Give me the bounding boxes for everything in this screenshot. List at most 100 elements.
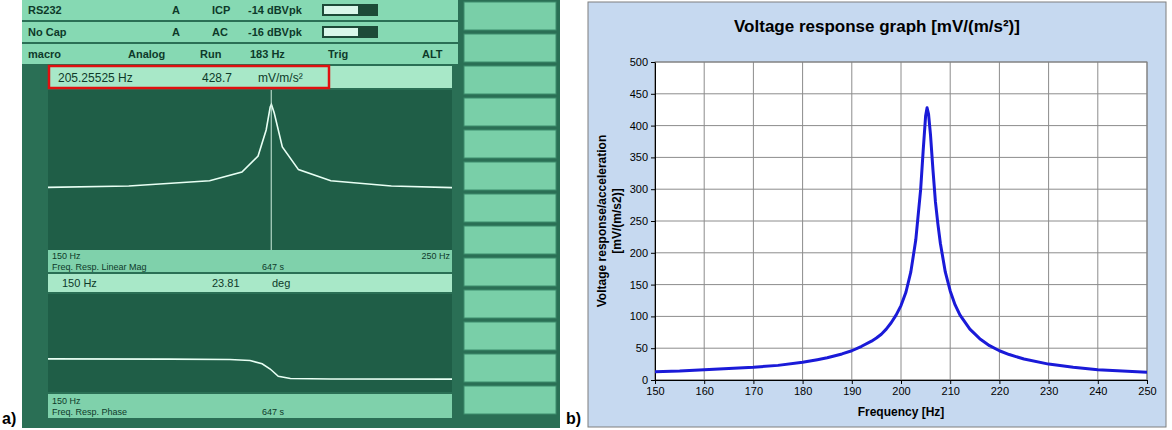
y-tick: 0 — [642, 374, 655, 386]
y-tick-mark — [651, 380, 655, 381]
readout-bar — [48, 274, 452, 292]
x-tick: 200 — [892, 380, 910, 397]
grid-line — [655, 189, 1147, 190]
grid-line — [655, 348, 1147, 349]
x-tick-mark — [753, 380, 754, 384]
panel-label: b) — [566, 410, 581, 427]
grid-line — [655, 125, 1147, 126]
x-tick-label: 160 — [696, 385, 714, 397]
footer-text: Freq. Resp. Phase — [52, 407, 127, 417]
y-tick: 250 — [630, 215, 655, 227]
x-tick: 150 — [646, 380, 664, 397]
x-tick-label: 190 — [843, 385, 861, 397]
y-tick-mark — [651, 285, 655, 286]
y-tick: 200 — [630, 247, 655, 259]
y-tick-label: 0 — [642, 374, 648, 386]
grid-line — [655, 93, 1147, 94]
status-text: AC — [212, 26, 228, 38]
x-tick-label: 210 — [942, 385, 960, 397]
soft-key — [464, 34, 556, 62]
y-tick-label: 450 — [630, 88, 648, 100]
y-tick: 100 — [630, 310, 655, 322]
x-tick: 160 — [696, 380, 714, 397]
x-tick: 250 — [1138, 380, 1156, 397]
y-tick-label: 150 — [630, 279, 648, 291]
status-text: ICP — [212, 4, 230, 16]
plot-marks — [48, 359, 452, 379]
y-tick-mark — [651, 189, 655, 190]
y-tick: 400 — [630, 120, 655, 132]
cursor-value: 23.81 — [212, 277, 240, 289]
cursor-unit: deg — [272, 277, 290, 289]
soft-key — [464, 162, 556, 190]
status-row — [22, 44, 458, 64]
highlight-box — [49, 66, 329, 88]
page: a)b)RS232AICP-14 dBVpkNo CapAAC-16 dBVpk… — [0, 0, 1172, 430]
y-tick-mark — [651, 316, 655, 317]
y-tick-label: 300 — [630, 183, 648, 195]
x-tick-mark — [803, 380, 804, 384]
footer-text: 150 Hz — [52, 396, 81, 406]
y-tick-mark — [651, 157, 655, 158]
x-tick: 170 — [745, 380, 763, 397]
response-curve — [655, 108, 1147, 373]
screen-background — [22, 0, 560, 428]
plot-background — [48, 294, 452, 392]
x-tick-label: 240 — [1089, 385, 1107, 397]
status-text: ALT — [422, 48, 443, 60]
y-tick-label: 200 — [630, 247, 648, 259]
readout-bar — [48, 66, 452, 88]
soft-key — [464, 194, 556, 222]
soft-key — [464, 130, 556, 158]
soft-key — [464, 98, 556, 126]
x-tick-mark — [1147, 380, 1148, 384]
cursor-value: 428.7 — [202, 71, 232, 85]
grid — [655, 62, 1147, 380]
trace — [48, 104, 452, 187]
y-tick-mark — [651, 126, 655, 127]
footer-text: 647 s — [262, 262, 285, 272]
level-meter — [322, 26, 378, 38]
plot-area — [655, 62, 1147, 380]
y-tick: 450 — [630, 88, 655, 100]
cursor-line — [271, 90, 272, 250]
status-text: Analog — [128, 48, 165, 60]
x-tick-mark — [852, 380, 853, 384]
status-text: 183 Hz — [250, 48, 285, 60]
chart-panel — [588, 2, 1166, 427]
status-text: -16 dBVpk — [248, 26, 303, 38]
x-tick-mark — [704, 380, 705, 384]
x-tick: 230 — [1040, 380, 1058, 397]
footer-text: 150 Hz — [52, 251, 81, 261]
x-tick: 190 — [843, 380, 861, 397]
x-tick-label: 180 — [794, 385, 812, 397]
soft-key — [464, 354, 556, 382]
y-tick-mark — [651, 62, 655, 63]
y-tick-label: 250 — [630, 215, 648, 227]
y-axis-title: Voltage response/acceleration[mV/(m/s2)] — [595, 135, 624, 308]
x-tick-label: 200 — [892, 385, 910, 397]
y-tick: 300 — [630, 183, 655, 195]
footer-text: 647 s — [262, 407, 285, 417]
footer-text: Freq. Resp. Linear Mag — [52, 262, 147, 272]
soft-key — [464, 290, 556, 318]
x-tick-label: 250 — [1138, 385, 1156, 397]
status-text: RS232 — [28, 4, 62, 16]
y-axis: 050100150200250300350400450500 — [630, 56, 656, 386]
chart-title: Voltage response graph [mV/(m/s²)] — [734, 17, 1020, 36]
figure: a)b)RS232AICP-14 dBVpkNo CapAAC-16 dBVpk… — [0, 0, 1172, 430]
status-text: macro — [28, 48, 61, 60]
x-tick-label: 230 — [1040, 385, 1058, 397]
plot-marks — [655, 108, 1147, 373]
x-axis: 150160170180190200210220230240250 — [646, 380, 1156, 397]
x-tick-mark — [655, 380, 656, 384]
status-text: A — [172, 26, 180, 38]
panel-label: a) — [2, 410, 16, 427]
y-tick: 50 — [636, 342, 655, 354]
x-tick: 210 — [942, 380, 960, 397]
y-tick: 150 — [630, 279, 655, 291]
analyzer-screen: RS232AICP-14 dBVpkNo CapAAC-16 dBVpkmacr… — [22, 0, 560, 428]
soft-key — [464, 2, 556, 30]
y-tick: 500 — [630, 56, 655, 68]
level-meter-bar — [324, 6, 358, 14]
